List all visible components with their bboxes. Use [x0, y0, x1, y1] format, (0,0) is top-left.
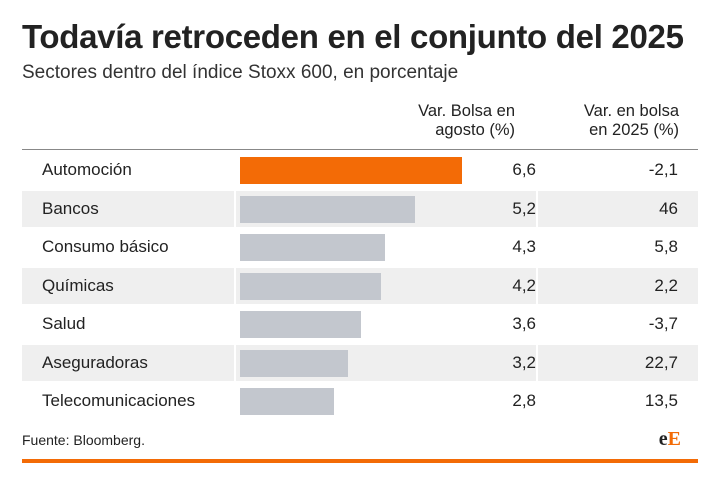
source-note: Fuente: Bloomberg. — [22, 432, 145, 448]
table-row: Salud 3,6 -3,7 — [22, 306, 698, 344]
value-2025: 22,7 — [644, 352, 678, 372]
column-header-august-line1: Var. Bolsa en — [418, 102, 515, 120]
column-header-2025: Var. en bolsa en 2025 (%) — [519, 102, 679, 140]
column-header-august: Var. Bolsa en agosto (%) — [355, 102, 515, 140]
bar-august — [240, 272, 382, 300]
bar-august — [240, 311, 362, 338]
sector-label: Aseguradoras — [42, 352, 148, 372]
value-august: 3,2 — [512, 352, 536, 372]
table-row: Bancos 5,2 46 — [22, 190, 698, 229]
header-divider — [22, 149, 698, 150]
brand-logo: eE — [659, 428, 681, 451]
table-row: Químicas 4,2 2,2 — [22, 267, 698, 306]
bar-august — [240, 388, 335, 415]
row-name-cell: Salud — [22, 306, 234, 342]
row-bar-cell: 3,6 — [236, 306, 536, 342]
value-august: 2,8 — [512, 391, 536, 410]
row-bar-cell: 4,2 — [236, 267, 536, 304]
column-header-2025-line1: Var. en bolsa — [583, 102, 679, 120]
row-name-cell: Químicas — [22, 267, 234, 304]
value-august: 4,2 — [512, 275, 536, 295]
value-2025: 46 — [659, 198, 678, 218]
column-header-august-line2: agosto (%) — [435, 121, 515, 139]
table-row: Aseguradoras 3,2 22,7 — [22, 344, 698, 383]
bar-august — [240, 195, 415, 223]
row-ytd-cell: 13,5 — [538, 383, 698, 419]
row-name-cell: Aseguradoras — [22, 344, 234, 381]
table-row: Automoción 6,6 -2,1 — [22, 152, 698, 190]
row-bar-cell: 4,3 — [236, 229, 536, 265]
row-ytd-cell: 2,2 — [538, 267, 698, 304]
bar-august — [240, 234, 385, 261]
value-2025: -3,7 — [648, 314, 678, 333]
value-2025: 13,5 — [644, 391, 678, 410]
chart-subtitle: Sectores dentro del índice Stoxx 600, en… — [22, 62, 459, 83]
column-header-2025-line2: en 2025 (%) — [589, 121, 679, 139]
value-august: 6,6 — [512, 160, 536, 179]
table-row: Telecomunicaciones 2,8 13,5 — [22, 383, 698, 421]
row-name-cell: Consumo básico — [22, 229, 234, 265]
row-name-cell: Telecomunicaciones — [22, 383, 234, 419]
logo-letter-e: e — [658, 428, 668, 450]
row-bar-cell: 3,2 — [236, 344, 536, 381]
value-august: 5,2 — [512, 198, 536, 218]
sector-label: Salud — [42, 314, 86, 333]
table-row: Consumo básico 4,3 5,8 — [22, 229, 698, 267]
row-bar-cell: 6,6 — [236, 152, 536, 188]
sector-label: Automoción — [42, 160, 132, 179]
value-august: 3,6 — [512, 314, 536, 333]
value-august: 4,3 — [512, 237, 536, 256]
sector-label: Bancos — [42, 198, 99, 218]
row-ytd-cell: -2,1 — [538, 152, 698, 188]
row-ytd-cell: 46 — [538, 190, 698, 227]
table-body: Automoción 6,6 -2,1 Bancos 5,2 46 Consumo bási… — [22, 152, 698, 422]
value-2025: 5,8 — [654, 237, 678, 256]
logo-letter-E: E — [667, 428, 681, 450]
row-bar-cell: 5,2 — [236, 190, 536, 227]
bar-august — [240, 157, 462, 184]
row-ytd-cell: 22,7 — [538, 344, 698, 381]
row-bar-cell: 2,8 — [236, 383, 536, 419]
sector-label: Telecomunicaciones — [42, 391, 196, 410]
sector-label: Consumo básico — [42, 237, 169, 256]
row-name-cell: Bancos — [22, 190, 234, 227]
row-ytd-cell: -3,7 — [538, 306, 698, 342]
value-2025: -2,1 — [648, 160, 678, 179]
bottom-accent-rule — [22, 459, 698, 463]
row-name-cell: Automoción — [22, 152, 234, 188]
row-ytd-cell: 5,8 — [538, 229, 698, 265]
chart-title: Todavía retroceden en el conjunto del 20… — [22, 18, 684, 55]
sector-label: Químicas — [42, 275, 114, 295]
bar-august — [240, 349, 348, 377]
value-2025: 2,2 — [654, 275, 678, 295]
